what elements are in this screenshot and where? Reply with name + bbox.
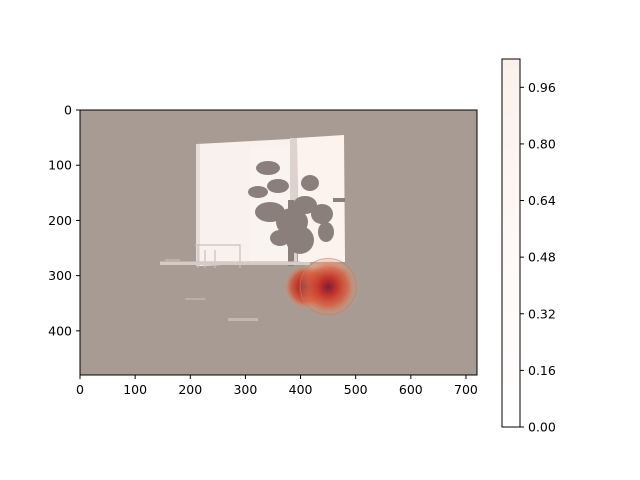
colorbar-tick-label-5: 0.80 <box>528 136 556 151</box>
x-tick-label-7: 700 <box>454 382 478 397</box>
colorbar-tick-label-1: 0.16 <box>528 363 556 378</box>
y-tick-label-4: 400 <box>48 323 72 338</box>
y-tick-label-0: 0 <box>64 103 72 118</box>
colorbar-tick-label-2: 0.32 <box>528 306 556 321</box>
colorbar-tick-label-6: 0.96 <box>528 80 556 95</box>
y-axis: 0 100 200 300 400 <box>48 103 80 338</box>
x-tick-label-1: 100 <box>123 382 147 397</box>
x-tick-label-5: 500 <box>344 382 368 397</box>
x-tick-label-2: 200 <box>178 382 202 397</box>
x-axis: 0 100 200 300 400 500 600 700 <box>76 375 478 397</box>
colorbar-axis: 0.00 0.16 0.32 0.48 0.64 0.80 0.96 <box>520 80 556 435</box>
colorbar-tick-label-0: 0.00 <box>528 420 556 435</box>
hotspot-1-ring <box>299 258 357 316</box>
y-tick-label-3: 300 <box>48 268 72 283</box>
colorbar-tick-label-3: 0.48 <box>528 250 556 265</box>
y-tick-label-1: 100 <box>48 158 72 173</box>
plant-silhouette <box>248 161 345 266</box>
x-tick-label-3: 300 <box>233 382 257 397</box>
x-tick-label-4: 400 <box>289 382 313 397</box>
hotspot-1 <box>298 256 359 317</box>
colorbar <box>501 58 521 428</box>
heatmap-image <box>80 110 477 375</box>
y-tick-label-2: 200 <box>48 213 72 228</box>
x-tick-label-6: 600 <box>399 382 423 397</box>
x-tick-label-0: 0 <box>76 382 84 397</box>
colorbar-tick-label-4: 0.64 <box>528 193 556 208</box>
plot-frame <box>79 109 478 376</box>
window-frame-left <box>196 144 200 266</box>
